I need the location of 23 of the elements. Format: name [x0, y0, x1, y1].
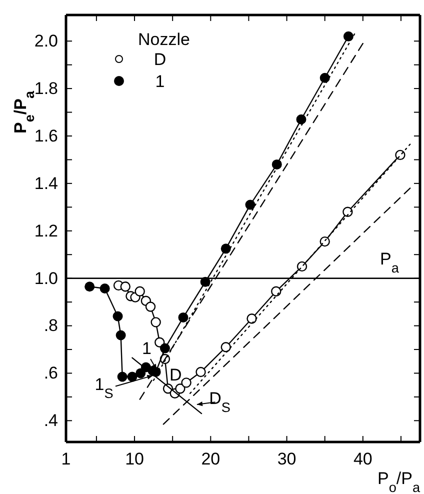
x-axis-title: P$_{o}$/P$_{a}$ [377, 469, 420, 494]
y-tick-label: 1.6 [34, 126, 58, 146]
x-tick-label: 10 [125, 450, 144, 469]
y-tick-label: .4 [44, 411, 58, 430]
y-tick-label: 1.4 [34, 174, 58, 193]
legend-title: Nozzle [138, 30, 190, 49]
y-tick-label: .6 [44, 364, 58, 383]
x-tick-label: 30 [277, 450, 296, 469]
y-tick-label: .8 [44, 316, 58, 336]
legend-label: 1 [155, 72, 165, 91]
y-tick-label: 2.0 [34, 32, 58, 51]
annotation: D$_{S}$ [209, 389, 230, 415]
x-tick-label: 40 [353, 450, 372, 469]
annotation: 1$_{S}$ [94, 374, 114, 400]
x-tick-label: 1 [61, 450, 71, 469]
y-tick-label: 1.0 [34, 268, 58, 288]
annotation: 1 [142, 339, 152, 358]
y-tick-label: 1.2 [34, 221, 58, 240]
y-tick-label: 1.8 [34, 78, 58, 98]
annotation: D [169, 365, 182, 384]
x-tick-label: 20 [201, 450, 220, 469]
ref-line-label: P$_{a}$ [380, 249, 400, 275]
legend-label: D [154, 50, 166, 69]
